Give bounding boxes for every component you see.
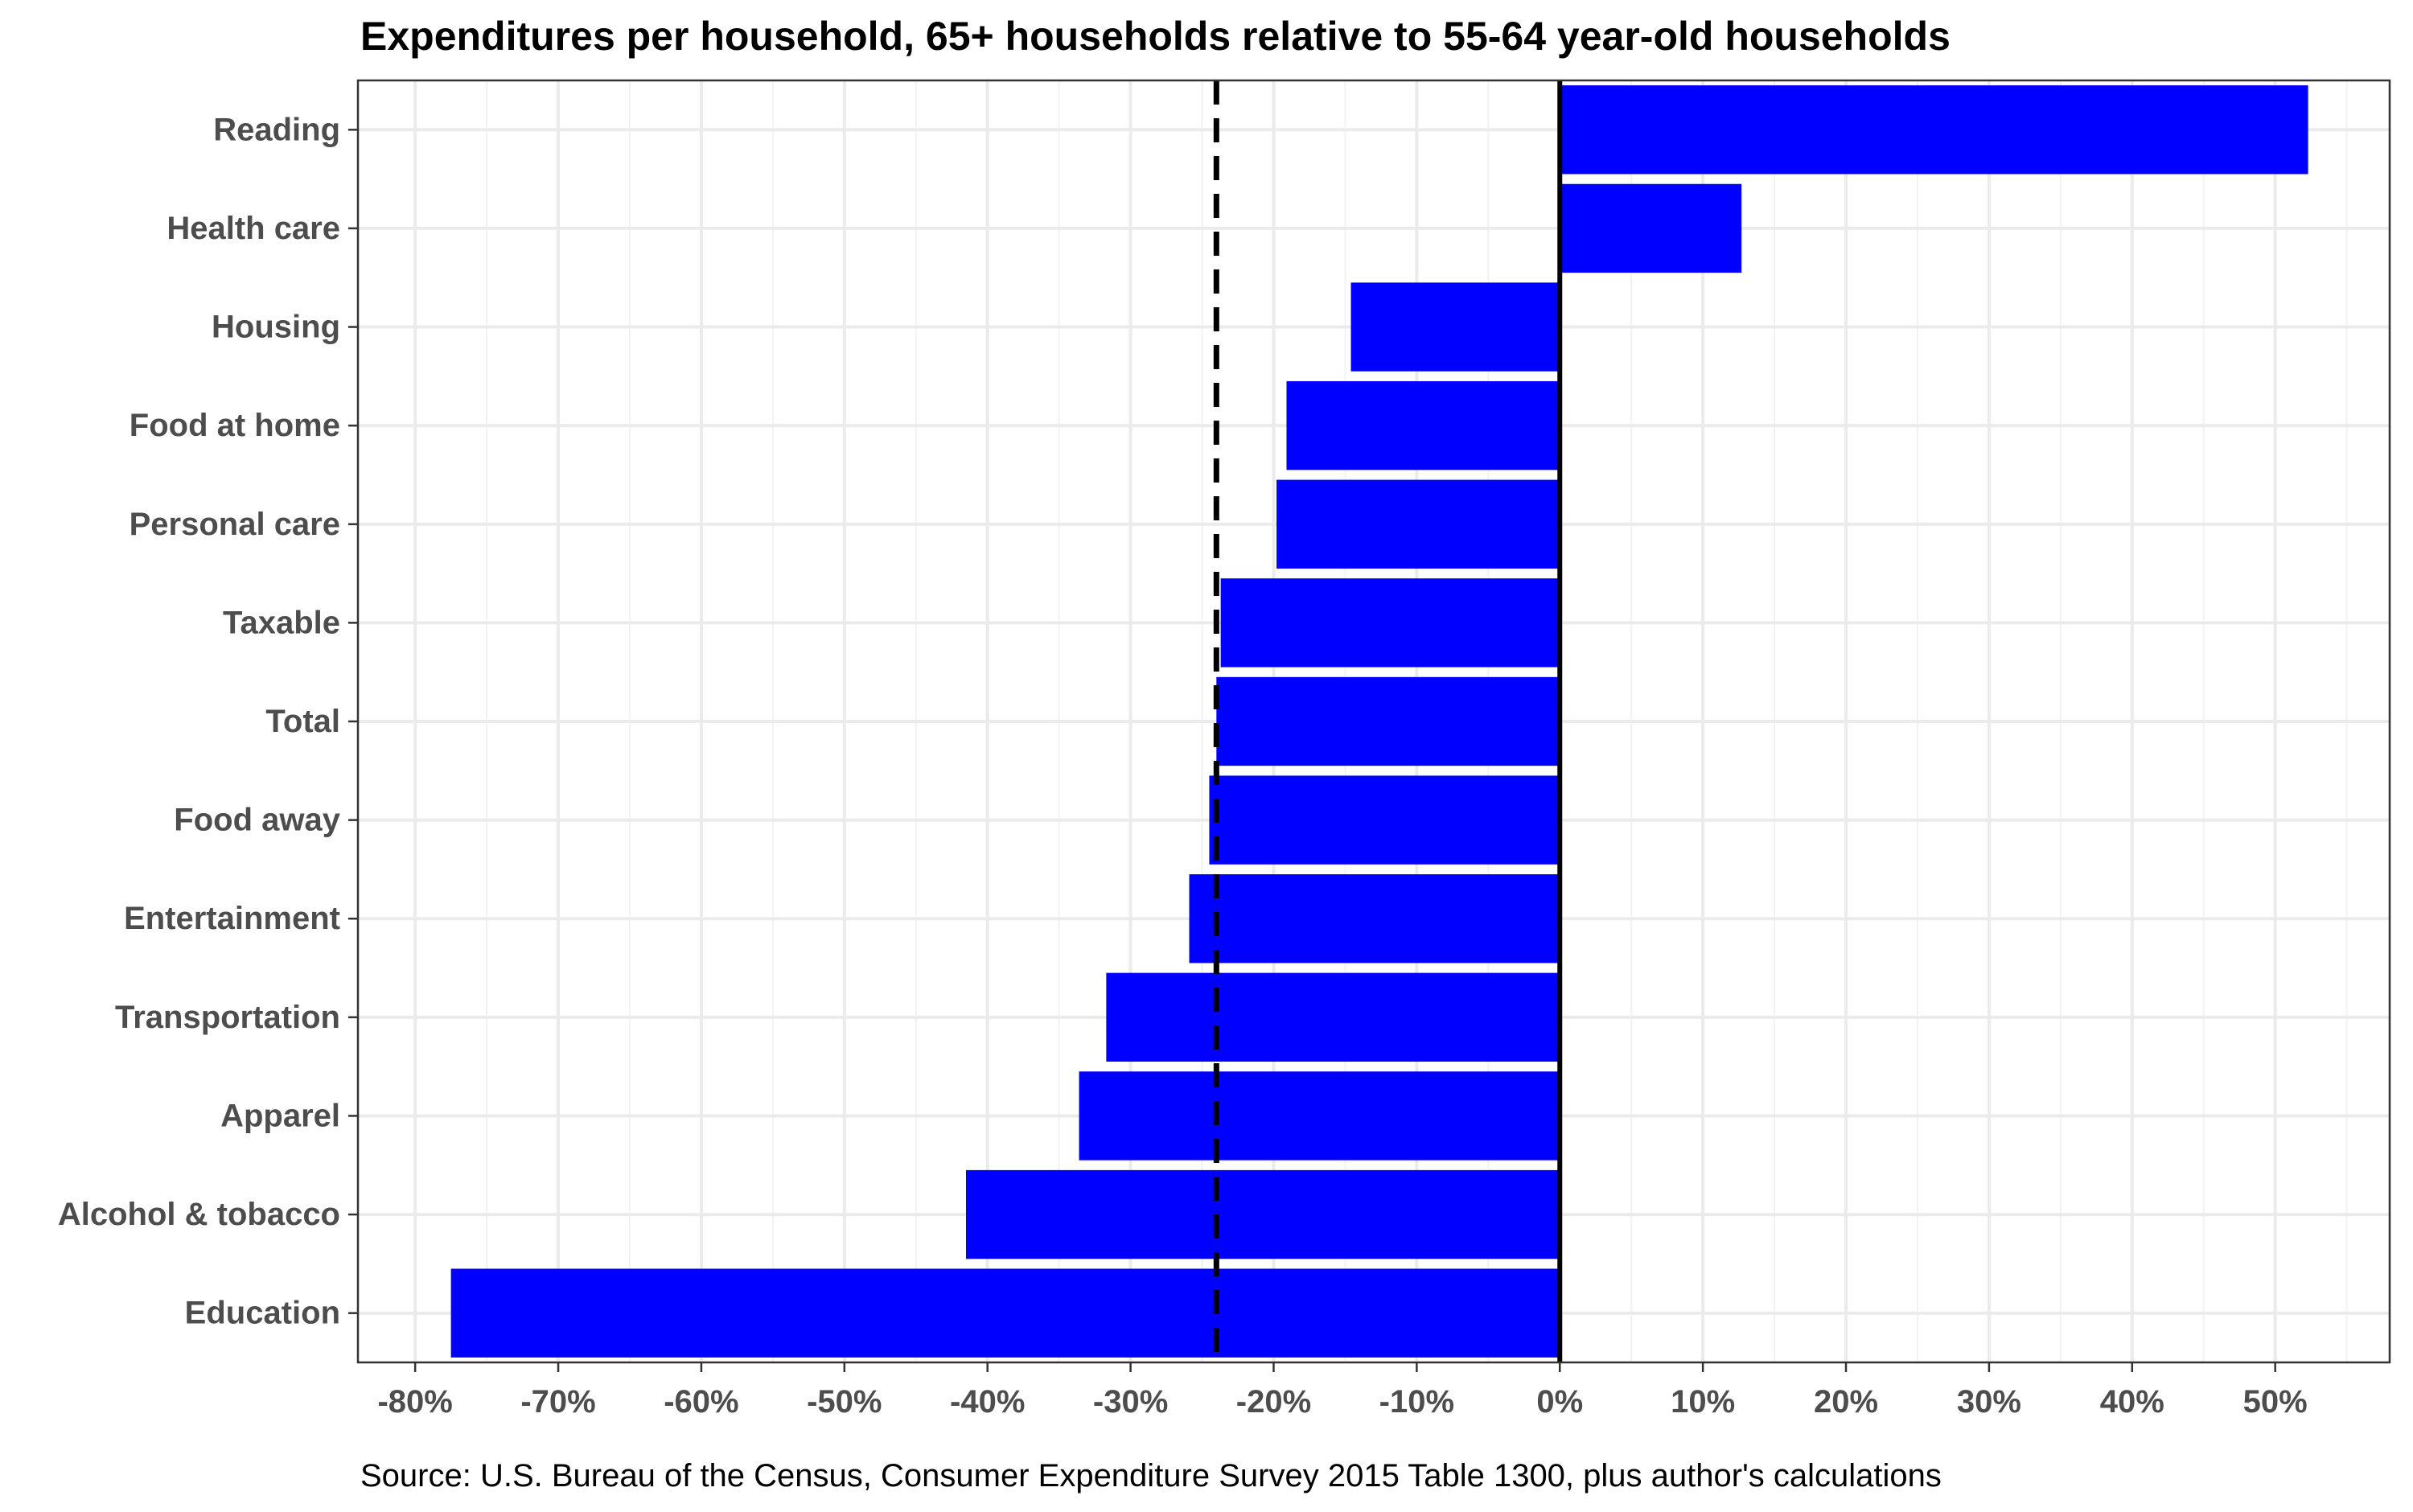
bar-taxable: Taxable: -23.7%	[1220, 578, 1560, 668]
x-tick-label: 50%	[2243, 1384, 2308, 1420]
x-tick-label: 20%	[1814, 1384, 1878, 1420]
y-tick-label: Food away	[174, 803, 340, 838]
bar-health-care: Health care: 12.7%	[1560, 183, 1742, 273]
bar-housing: Housing: -14.6%	[1350, 282, 1560, 372]
y-tick-label: Housing	[212, 310, 340, 345]
bar-alcohol-tobacco: Alcohol & tobacco: -41.5%	[966, 1169, 1560, 1259]
bar-food-at-home: Food at home: -19.1%	[1286, 380, 1560, 470]
x-tick-label: -70%	[520, 1384, 595, 1420]
y-tick-label: Reading	[213, 112, 340, 147]
bar-entertainment: Entertainment: -25.9%	[1189, 874, 1560, 963]
y-tick-label: Apparel	[220, 1098, 340, 1133]
bar-education: Education: -77.5%	[450, 1268, 1560, 1358]
bar-reading: Reading: 52.3%	[1560, 85, 2308, 175]
x-tick-label: 10%	[1671, 1384, 1735, 1420]
y-tick-label: Personal care	[129, 507, 340, 542]
lines-layer	[1213, 80, 1563, 1362]
x-tick-label: 30%	[1957, 1384, 2021, 1420]
x-tick-label: -10%	[1379, 1384, 1454, 1420]
bar-personal-care: Personal care: -19.8%	[1276, 479, 1560, 569]
y-tick-label: Total	[265, 704, 340, 739]
y-tick-label: Health care	[166, 211, 340, 246]
x-tick-label: -80%	[377, 1384, 452, 1420]
bars-layer: Reading: 52.3%Health care: 12.7%Housing:…	[450, 85, 2308, 1358]
x-tick-label: 40%	[2100, 1384, 2164, 1420]
bar-total: Total: -24%	[1216, 676, 1560, 766]
chart-title: Expenditures per household, 65+ househol…	[360, 14, 1951, 59]
y-axis: Reading Health care Housing Food at home Per…	[58, 112, 358, 1331]
source-caption: Source: U.S. Bureau of the Census, Consu…	[360, 1458, 1942, 1494]
x-axis: -80% -70% -60% -50% -40% -30% -20% -10% 0% 10% 20%…	[377, 1362, 2308, 1420]
bar-apparel: Apparel: -33.6%	[1079, 1071, 1560, 1161]
x-tick-label: 0%	[1536, 1384, 1583, 1420]
x-tick-label: -40%	[950, 1384, 1025, 1420]
bar-food-away: Food away: -24.5%	[1209, 775, 1560, 865]
y-tick-label: Alcohol & tobacco	[58, 1197, 340, 1232]
bar-transportation: Transportation: -31.7%	[1106, 972, 1560, 1062]
x-tick-label: -50%	[807, 1384, 882, 1420]
y-tick-label: Taxable	[223, 605, 340, 640]
y-tick-label: Entertainment	[124, 901, 340, 936]
y-tick-label: Education	[185, 1296, 340, 1331]
y-tick-label: Food at home	[129, 408, 340, 443]
x-tick-label: -60%	[664, 1384, 738, 1420]
y-tick-label: Transportation	[115, 1000, 340, 1035]
x-tick-label: -20%	[1236, 1384, 1311, 1420]
panel-border	[356, 79, 2391, 1364]
x-tick-label: -30%	[1093, 1384, 1168, 1420]
